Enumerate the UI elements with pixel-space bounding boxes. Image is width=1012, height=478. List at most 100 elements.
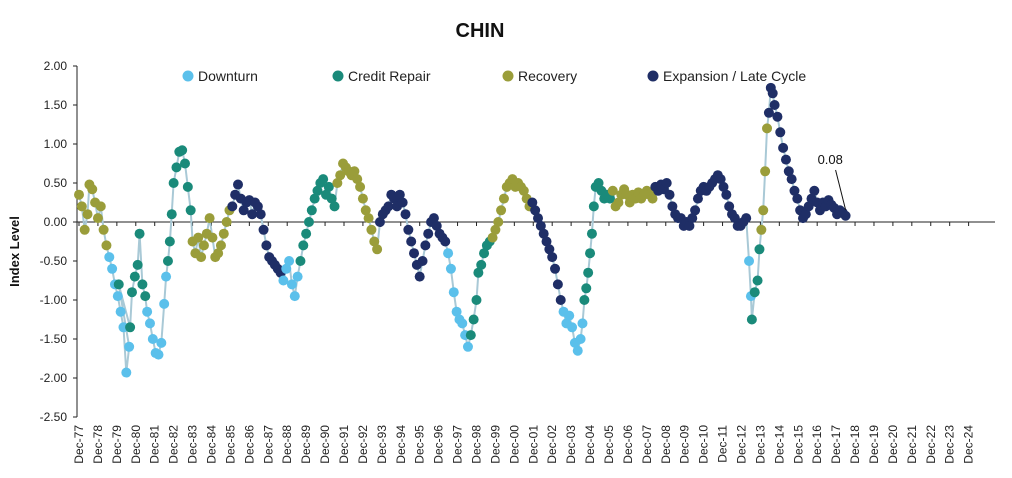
point-recovery (98, 224, 109, 235)
x-tick-label: Dec-14 (772, 425, 786, 464)
point-downturn (443, 248, 454, 259)
point-expansion-late-cycle (772, 111, 783, 122)
x-tick-label: Dec-23 (943, 425, 957, 464)
point-downturn (292, 271, 303, 282)
point-credit-repair (168, 178, 179, 188)
point-downturn (147, 334, 158, 344)
x-tick-label: Dec-84 (204, 425, 218, 464)
x-tick-label: Dec-11 (716, 425, 730, 463)
x-tick-label: Dec-94 (394, 425, 408, 464)
point-downturn (124, 341, 135, 352)
point-recovery (76, 201, 87, 212)
point-expansion-late-cycle (687, 213, 698, 224)
legend-marker-credit-repair (332, 70, 344, 82)
legend: Downturn Credit Repair Recovery Expansion /… (182, 68, 806, 84)
point-credit-repair (752, 275, 763, 286)
x-tick-label: Dec-93 (375, 425, 389, 464)
point-expansion-late-cycle (255, 209, 266, 220)
point-expansion-late-cycle (684, 220, 695, 231)
point-expansion-late-cycle (690, 205, 701, 216)
y-tick-label: 0.50 (44, 176, 68, 190)
point-credit-repair (323, 181, 334, 192)
point-credit-repair (586, 228, 597, 239)
x-tick-label: Dec-04 (583, 425, 597, 464)
point-expansion-late-cycle (767, 88, 778, 99)
point-expansion-late-cycle (724, 201, 735, 212)
point-credit-repair (583, 267, 594, 278)
point-credit-repair (468, 314, 479, 325)
x-tick-label: Dec-86 (242, 425, 256, 464)
x-tick-label: Dec-80 (129, 425, 143, 464)
point-recovery (366, 224, 377, 235)
point-downturn (451, 306, 462, 317)
point-expansion-late-cycle (803, 201, 814, 212)
point-downturn (153, 349, 164, 360)
point-expansion-late-cycle (252, 201, 263, 212)
x-tick-label: Dec-12 (734, 425, 748, 464)
point-recovery (87, 184, 98, 195)
point-expansion-late-cycle (555, 295, 566, 305)
point-downturn (281, 263, 292, 274)
point-recovery (360, 205, 371, 216)
point-credit-repair (303, 217, 314, 227)
point-credit-repair (171, 162, 182, 173)
point-recovery (79, 224, 90, 235)
point-credit-repair (579, 295, 590, 305)
point-credit-repair (473, 267, 484, 278)
x-tick-label: Dec-00 (507, 425, 521, 464)
point-credit-repair (312, 185, 323, 196)
x-tick-label: Dec-19 (867, 425, 881, 464)
x-tick-label: Dec-08 (659, 425, 673, 464)
point-recovery (95, 201, 106, 212)
x-tick-label: Dec-78 (91, 425, 105, 464)
y-tick-label: -0.50 (40, 254, 68, 268)
point-expansion-late-cycle (550, 263, 561, 274)
point-downturn (575, 334, 586, 344)
point-credit-repair (309, 193, 320, 204)
point-expansion-late-cycle (533, 213, 543, 224)
point-downturn (104, 252, 115, 263)
point-expansion-late-cycle (800, 209, 811, 220)
x-tick-label: Dec-81 (148, 425, 162, 464)
point-recovery (613, 197, 624, 208)
point-expansion-late-cycle (397, 197, 408, 208)
point-credit-repair (746, 314, 757, 325)
point-expansion-late-cycle (721, 189, 732, 200)
point-expansion-late-cycle (406, 236, 417, 247)
x-tick-label: Dec-96 (432, 425, 446, 464)
x-tick-label: Dec-06 (621, 425, 635, 464)
y-tick-label: 1.50 (44, 98, 68, 112)
point-recovery (756, 224, 767, 235)
point-downturn (159, 298, 170, 309)
point-downturn (107, 263, 118, 274)
point-recovery (372, 244, 383, 255)
point-downturn (144, 318, 155, 329)
point-downturn (156, 337, 167, 348)
point-expansion-late-cycle (394, 189, 405, 200)
x-tick-label: Dec-09 (678, 425, 692, 464)
point-recovery (101, 240, 112, 251)
point-recovery (518, 185, 529, 196)
point-expansion-late-cycle (664, 189, 675, 200)
point-recovery (196, 252, 207, 263)
legend-label-credit-repair: Credit Repair (348, 68, 431, 84)
legend-label-recovery: Recovery (518, 68, 577, 84)
point-expansion-late-cycle (423, 228, 434, 239)
point-recovery (198, 240, 209, 251)
point-credit-repair (134, 228, 145, 239)
point-credit-repair (476, 259, 487, 270)
point-recovery (490, 224, 501, 235)
legend-marker-expansion-late-cycle (647, 70, 659, 82)
point-expansion-late-cycle (238, 205, 249, 216)
point-downturn (577, 318, 588, 329)
point-credit-repair (306, 205, 317, 216)
point-recovery (332, 178, 343, 188)
point-expansion-late-cycle (535, 220, 546, 231)
point-credit-repair (179, 158, 190, 169)
point-recovery (204, 213, 215, 224)
point-downturn (286, 279, 297, 290)
point-credit-repair (164, 236, 175, 247)
point-expansion-late-cycle (809, 185, 820, 196)
y-tick-label: -1.50 (40, 332, 68, 346)
point-expansion-late-cycle (769, 100, 780, 110)
